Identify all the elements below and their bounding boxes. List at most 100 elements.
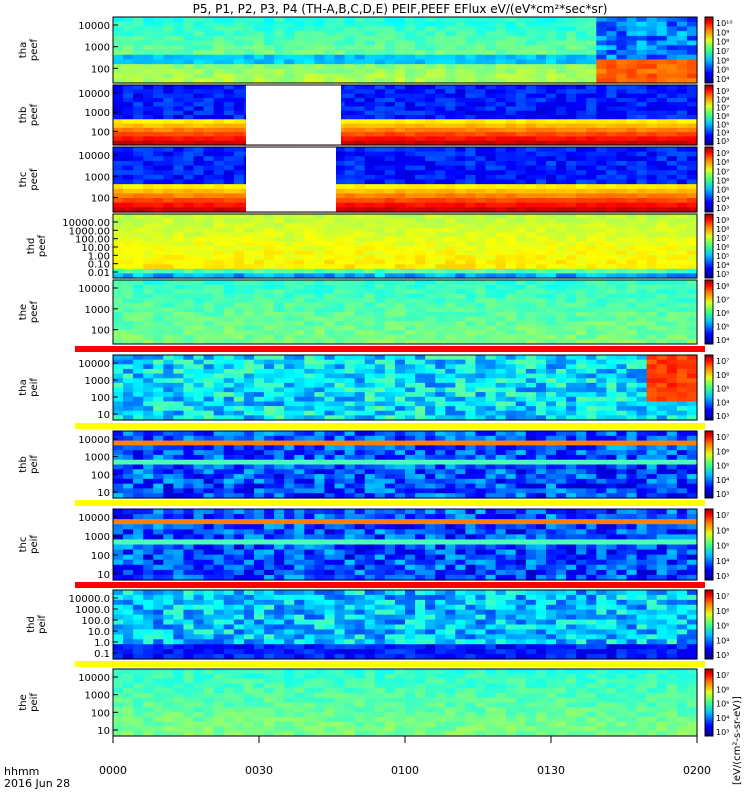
heatmap-cell xyxy=(485,179,497,185)
heatmap-cell xyxy=(253,387,265,393)
heatmap-cell xyxy=(133,223,144,229)
y-tick-label: 10000 xyxy=(78,21,110,32)
heatmap-cell xyxy=(616,406,628,412)
heatmap-cell xyxy=(646,110,658,116)
heatmap-cell xyxy=(455,289,467,295)
heatmap-cell xyxy=(535,156,547,162)
heatmap-cell xyxy=(545,387,557,393)
heatmap-cell xyxy=(425,151,436,157)
heatmap-cell xyxy=(113,218,124,224)
heatmap-cell xyxy=(676,140,688,146)
heatmap-cell xyxy=(173,241,185,247)
heatmap-cell xyxy=(264,293,275,299)
heatmap-cell xyxy=(354,73,366,79)
heatmap-cell xyxy=(475,273,487,279)
heatmap-cell xyxy=(384,334,396,341)
heatmap-cell xyxy=(505,227,517,233)
heatmap-cell xyxy=(586,264,597,270)
heatmap-cell xyxy=(133,307,144,313)
heatmap-cell xyxy=(183,401,195,407)
heatmap-cell xyxy=(153,364,164,370)
heatmap-cell xyxy=(384,364,396,370)
heatmap-cell xyxy=(626,259,638,265)
heatmap-cell xyxy=(173,21,185,28)
heatmap-cell xyxy=(445,31,456,37)
heatmap-cell xyxy=(505,160,517,167)
heatmap-cell xyxy=(153,188,164,195)
heatmap-cell xyxy=(374,160,386,167)
panel-ylabel: thcpeef xyxy=(18,168,40,191)
heatmap-cell xyxy=(233,198,245,204)
heatmap-cell xyxy=(415,26,426,32)
heatmap-cell xyxy=(656,214,668,220)
heatmap-cell xyxy=(384,136,396,142)
heatmap-cell xyxy=(485,26,497,32)
heatmap-cell xyxy=(445,378,456,384)
heatmap-cell xyxy=(666,359,678,365)
colorbar-tick-label: 10⁶ xyxy=(716,112,729,121)
heatmap-cell xyxy=(415,170,426,176)
heatmap-cell xyxy=(425,259,436,265)
heatmap-cell xyxy=(233,401,245,407)
heatmap-cell xyxy=(485,236,497,243)
heatmap-cell xyxy=(525,406,537,412)
heatmap-cell xyxy=(455,165,467,171)
heatmap-cell xyxy=(193,406,205,412)
heatmap-cell xyxy=(435,17,446,23)
heatmap-cell xyxy=(334,50,346,56)
heatmap-cell xyxy=(153,151,164,157)
heatmap-cell xyxy=(505,73,517,79)
heatmap-cell xyxy=(193,136,205,142)
heatmap-cell xyxy=(415,246,426,252)
heatmap-cell xyxy=(253,330,265,336)
heatmap-cell xyxy=(223,136,235,142)
heatmap-cell xyxy=(394,35,406,42)
heatmap-cell xyxy=(223,415,235,421)
heatmap-cell xyxy=(636,232,648,238)
heatmap-cell xyxy=(455,218,467,224)
heatmap-cell xyxy=(405,102,416,108)
heatmap-cell xyxy=(545,85,557,90)
heatmap-cell xyxy=(344,334,356,341)
heatmap-cell xyxy=(465,255,477,261)
heatmap-cell xyxy=(253,378,265,384)
heatmap-cell xyxy=(545,31,557,37)
heatmap-cell xyxy=(253,307,265,313)
heatmap-cell xyxy=(183,368,195,375)
heatmap-cell xyxy=(515,373,527,379)
heatmap-cell xyxy=(253,382,265,389)
heatmap-cell xyxy=(314,218,326,224)
heatmap-cell xyxy=(636,273,648,279)
colorbar-tick-label: 10³ xyxy=(716,412,729,421)
heatmap-cell xyxy=(203,106,215,112)
heatmap-cell xyxy=(535,401,547,407)
colorbar-tick-label: 10⁷ xyxy=(716,234,729,243)
heatmap-cell xyxy=(535,26,547,32)
heatmap-cell xyxy=(183,132,195,138)
heatmap-cell xyxy=(384,40,396,46)
heatmap-cell xyxy=(364,140,376,146)
heatmap-cell xyxy=(626,334,638,341)
heatmap-cell xyxy=(455,78,467,84)
heatmap-cell xyxy=(556,401,567,407)
heatmap-cell xyxy=(384,280,396,286)
heatmap-cell xyxy=(163,184,175,190)
heatmap-cell xyxy=(183,78,195,84)
heatmap-cell xyxy=(676,268,688,275)
heatmap-cell xyxy=(203,382,215,389)
heatmap-cell xyxy=(586,214,597,220)
heatmap-cell xyxy=(123,68,134,75)
heatmap-cell xyxy=(415,355,426,361)
heatmap-cell xyxy=(294,236,305,243)
heatmap-cell xyxy=(425,289,436,295)
heatmap-cell xyxy=(425,97,436,103)
heatmap-cell xyxy=(576,147,587,153)
heatmap-cell xyxy=(505,259,517,265)
heatmap-cell xyxy=(415,119,426,125)
heatmap-cell xyxy=(264,355,275,361)
heatmap-cell xyxy=(173,202,185,208)
heatmap-cell xyxy=(163,50,175,56)
heatmap-cell xyxy=(374,223,386,229)
heatmap-cell xyxy=(535,45,547,51)
heatmap-cell xyxy=(646,68,658,75)
